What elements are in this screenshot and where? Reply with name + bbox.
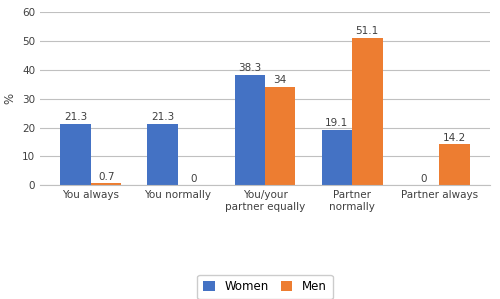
Text: 19.1: 19.1 xyxy=(325,118,348,129)
Bar xyxy=(91,183,122,185)
Bar xyxy=(234,75,265,185)
Text: 51.1: 51.1 xyxy=(356,26,379,36)
Bar xyxy=(439,144,470,185)
Y-axis label: %: % xyxy=(4,93,16,104)
Text: 0.7: 0.7 xyxy=(98,172,114,181)
Text: 14.2: 14.2 xyxy=(442,132,466,143)
Bar xyxy=(60,124,91,185)
Text: 34: 34 xyxy=(274,75,287,86)
Text: 0: 0 xyxy=(190,174,196,184)
Bar xyxy=(148,124,178,185)
Legend: Women, Men: Women, Men xyxy=(198,274,332,299)
Bar xyxy=(322,130,352,185)
Text: 21.3: 21.3 xyxy=(64,112,88,122)
Text: 0: 0 xyxy=(420,174,427,184)
Bar xyxy=(265,87,296,185)
Bar xyxy=(352,38,382,185)
Text: 38.3: 38.3 xyxy=(238,63,262,73)
Text: 21.3: 21.3 xyxy=(151,112,174,122)
